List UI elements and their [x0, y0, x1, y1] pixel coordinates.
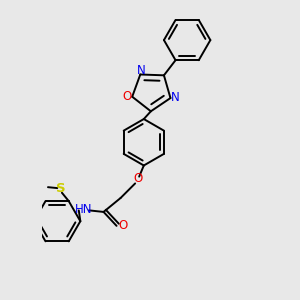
Text: O: O — [119, 219, 128, 232]
Text: S: S — [56, 182, 66, 195]
Text: N: N — [136, 64, 145, 77]
Text: HN: HN — [75, 202, 93, 216]
Text: O: O — [133, 172, 142, 185]
Text: N: N — [170, 91, 179, 104]
Text: O: O — [122, 90, 131, 103]
